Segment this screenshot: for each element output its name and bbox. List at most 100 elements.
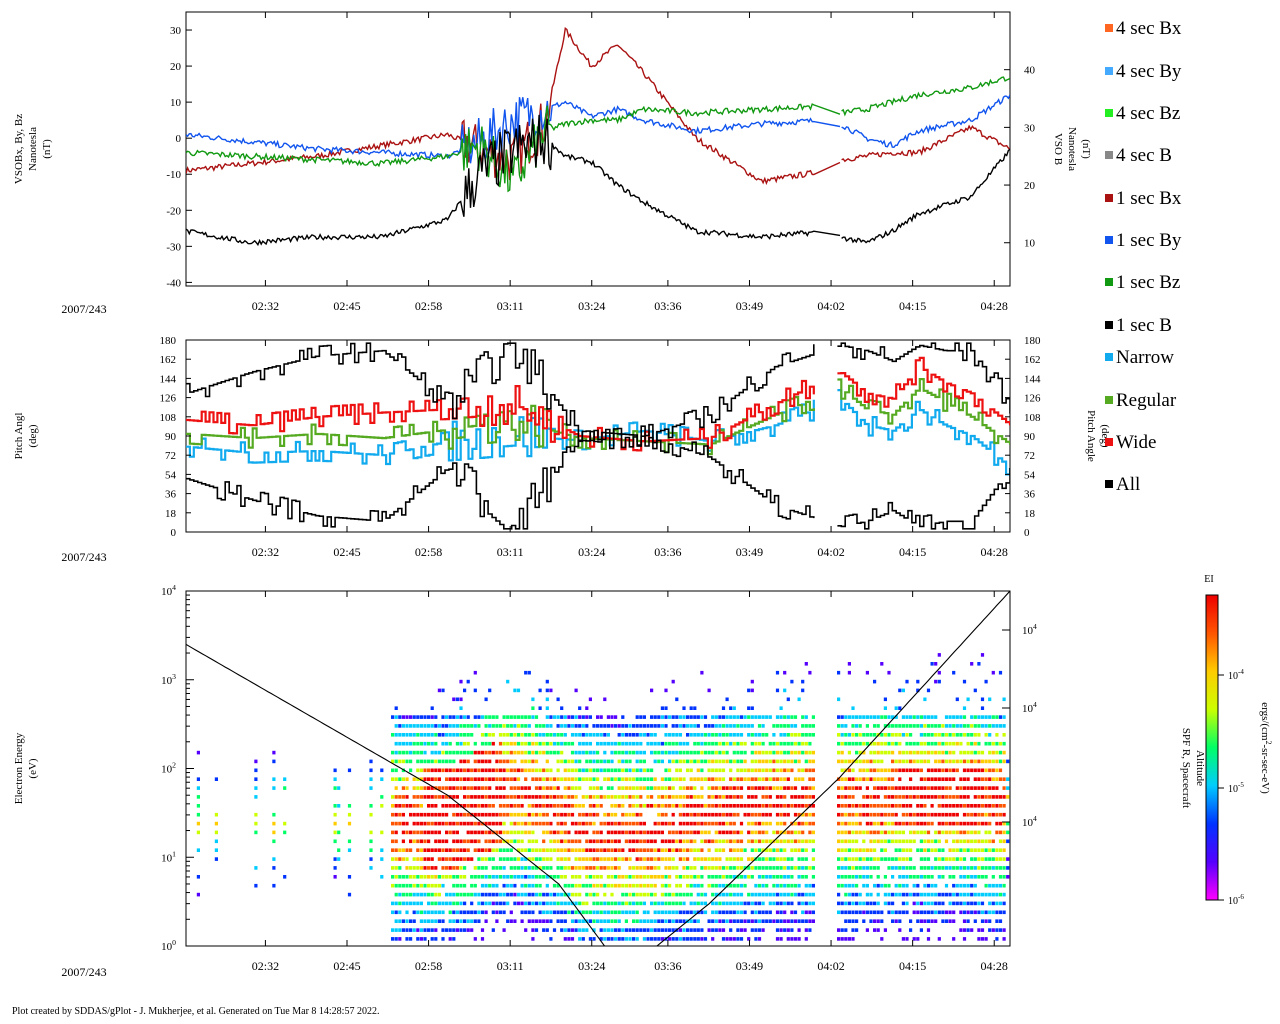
spec-cell [563, 857, 567, 861]
spec-cell [747, 715, 751, 719]
spec-cell [434, 821, 438, 826]
spec-cell [498, 777, 503, 781]
spec-cell [560, 741, 564, 746]
spec-cell [847, 857, 851, 861]
spec-cell [941, 830, 945, 835]
spec-cell [534, 786, 539, 790]
spec-cell [570, 866, 575, 870]
pitch-ytick-label: 108 [160, 412, 177, 424]
spec-cell [793, 830, 798, 835]
spec-cell [736, 812, 740, 817]
spec-cell [596, 910, 600, 915]
legend-label: 4 sec By [1116, 61, 1182, 82]
spec-cell [445, 759, 449, 764]
spec-cell [398, 910, 402, 915]
spec-cell [855, 901, 859, 906]
spec-cell [689, 759, 693, 764]
spec-cell [790, 715, 794, 719]
spec-cell [876, 875, 880, 879]
spec-cell [531, 901, 535, 906]
spec-cell [416, 759, 420, 764]
spec-cell [851, 741, 855, 746]
spec-cell [416, 733, 420, 737]
spec-cell [542, 750, 546, 755]
spec-cell [671, 928, 675, 932]
spec-cell [466, 750, 470, 755]
spec-cell [995, 733, 999, 737]
spec-cell [797, 830, 801, 835]
spec-cell [693, 724, 697, 728]
spec-cell [693, 715, 697, 719]
spec-cell [707, 812, 711, 817]
spec-cell [952, 910, 956, 915]
spec-cell [865, 812, 869, 817]
spec-cell [452, 821, 456, 826]
spec-cell [905, 848, 909, 852]
legend-4sec-bz: 4 sec Bz [1105, 104, 1180, 123]
spec-cell [721, 937, 726, 941]
spec-cell [747, 937, 751, 941]
spec-cell [880, 830, 884, 835]
spec-cell [926, 795, 931, 799]
spec-cell [894, 857, 898, 861]
spec-cell [930, 741, 934, 746]
spec-cell [775, 759, 780, 764]
spec-cell [883, 795, 887, 799]
spec-cell [545, 706, 549, 710]
spec-cell [865, 821, 869, 826]
spec-cell [783, 759, 787, 764]
spec-cell [614, 839, 618, 844]
spec-cell [732, 750, 736, 755]
spec-cell [459, 715, 463, 719]
spec-cell [944, 733, 949, 737]
spec-cell [452, 759, 456, 764]
spec-cell [606, 768, 610, 773]
spec-cell [527, 830, 531, 835]
spec-cell [588, 733, 592, 737]
spec-cell [804, 928, 808, 932]
spec-cell [283, 786, 287, 790]
spec-cell [711, 892, 715, 897]
spec-cell [369, 759, 373, 764]
spec-cell [926, 786, 931, 790]
spec-cell [391, 857, 395, 861]
spec-cell [596, 715, 600, 719]
spec-cell [574, 733, 578, 737]
spec-cell [937, 768, 941, 773]
spec-cell [869, 795, 873, 799]
spec-cell [682, 759, 686, 764]
spec-cell [1002, 724, 1006, 728]
spec-cell [513, 759, 517, 764]
spec-cell [844, 901, 848, 906]
spec-cell [693, 777, 697, 781]
spec-cell [635, 875, 639, 879]
spec-cell [513, 715, 517, 719]
spec-cell [635, 848, 639, 852]
spec-cell [894, 733, 898, 737]
spec-cell [926, 759, 931, 764]
spec-cell [409, 830, 413, 835]
bfield-xtick-label: 04:15 [899, 299, 926, 313]
spec-cell [527, 866, 531, 870]
spec-cell [696, 830, 700, 835]
spec-cell [466, 759, 470, 764]
spec-cell [988, 919, 992, 923]
spec-cell [516, 715, 521, 719]
spec-cell [430, 830, 434, 835]
spec-cell [606, 724, 610, 728]
spec-cell [721, 848, 726, 852]
spec-cell [502, 804, 506, 808]
spec-cell [855, 724, 859, 728]
spec-cell [797, 839, 801, 844]
spec-cell [995, 724, 999, 728]
spec-cell [898, 866, 902, 870]
spec-cell [448, 892, 452, 897]
spec-cell [948, 804, 952, 808]
spec-cell [707, 857, 711, 861]
spec-cell [930, 866, 934, 870]
spec-cell [711, 777, 715, 781]
spec-cell [801, 812, 805, 817]
spec-cell [732, 795, 736, 799]
spec-cell [646, 786, 650, 790]
spec-cell [851, 706, 855, 710]
